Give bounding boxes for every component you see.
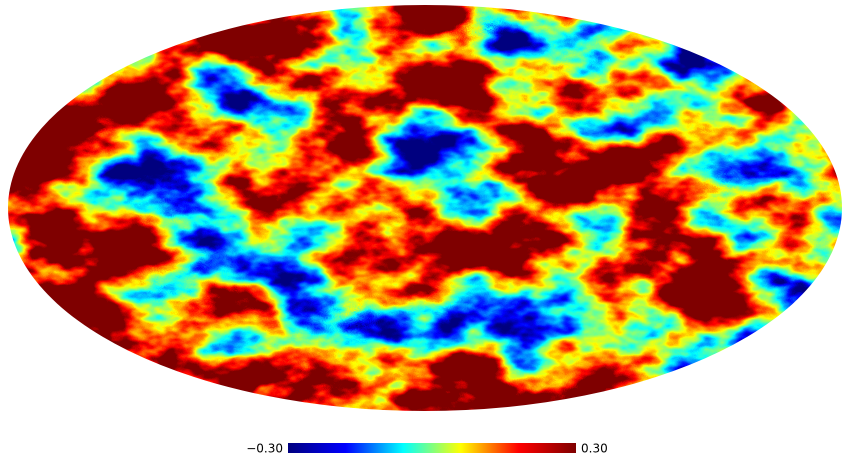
colorbar-gradient [288, 443, 576, 453]
colorbar-label: 0.30 [581, 442, 608, 456]
map-field [8, 5, 842, 411]
sky-map-figure: −0.30 0.30 [0, 0, 850, 459]
mollweide-map [8, 5, 842, 411]
colorbar: −0.30 0.30 [246, 442, 608, 456]
colorbar-label: −0.30 [246, 442, 283, 456]
